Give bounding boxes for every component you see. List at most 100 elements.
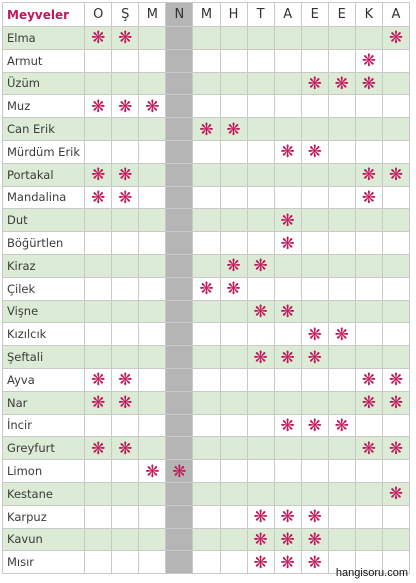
month-cell [219, 71, 248, 96]
month-cell: ❋ [84, 367, 113, 392]
month-cell: ❋ [165, 459, 194, 483]
month-cell [246, 276, 275, 301]
month-cell [84, 481, 113, 506]
month-cell [300, 231, 329, 255]
month-cell [192, 413, 221, 438]
month-cell [273, 185, 302, 210]
season-mark-icon: ❋ [334, 415, 349, 436]
month-cell [138, 527, 167, 552]
month-cell [192, 550, 221, 575]
table-row: Böğürtlen ❋ [1, 231, 411, 255]
month-header-2: Ş [111, 2, 140, 27]
season-mark-icon: ❋ [307, 142, 322, 163]
month-cell [111, 208, 140, 233]
fruit-name: Böğürtlen [1, 231, 86, 255]
month-cell: ❋ [381, 390, 411, 415]
month-cell: ❋ [300, 413, 329, 438]
month-cell [273, 253, 302, 278]
month-cell [327, 436, 356, 461]
month-cell [84, 231, 113, 255]
month-cell [246, 436, 275, 461]
month-cell [192, 253, 221, 278]
month-cell: ❋ [273, 231, 302, 255]
month-cell: ❋ [300, 527, 329, 552]
month-cell: ❋ [327, 71, 356, 96]
month-cell [138, 481, 167, 506]
season-mark-icon: ❋ [280, 233, 295, 254]
month-cell [165, 504, 194, 529]
month-cell [192, 345, 221, 369]
season-mark-icon: ❋ [91, 370, 106, 391]
month-cell [192, 231, 221, 255]
month-header-1: O [84, 2, 113, 27]
table-row: Elma ❋ ❋ ❋ [1, 26, 411, 50]
month-cell [246, 322, 275, 347]
month-cell: ❋ [381, 26, 411, 50]
season-mark-icon: ❋ [118, 165, 133, 186]
month-cell [354, 94, 383, 119]
month-cell [246, 26, 275, 50]
fruit-name: Kestane [1, 481, 86, 506]
month-cell [354, 345, 383, 369]
month-cell [219, 390, 248, 415]
month-cell [219, 162, 248, 187]
month-cell [165, 162, 194, 187]
month-cell [192, 299, 221, 324]
table-row: Karpuz ❋ ❋ ❋ [1, 504, 411, 529]
month-cell [219, 345, 248, 369]
season-mark-icon: ❋ [253, 529, 268, 550]
month-header-8: A [273, 2, 302, 27]
season-mark-icon: ❋ [253, 347, 268, 368]
month-cell [300, 117, 329, 141]
month-cell [111, 459, 140, 483]
month-cell [354, 253, 383, 278]
month-cell [381, 322, 411, 347]
month-cell: ❋ [111, 94, 140, 119]
season-mark-icon: ❋ [145, 461, 160, 482]
fruit-column-header: Meyveler [1, 2, 86, 27]
table-row: Nar ❋ ❋ ❋ ❋ [1, 390, 411, 415]
table-row: Ayva ❋ ❋ ❋ ❋ [1, 367, 411, 392]
table-row: Kızılcık ❋ ❋ [1, 322, 411, 347]
month-cell [219, 48, 248, 73]
month-cell [246, 139, 275, 164]
fruit-name: Mürdüm Erik [1, 139, 86, 164]
month-cell [84, 413, 113, 438]
month-cell [165, 276, 194, 301]
month-cell [111, 322, 140, 347]
season-mark-icon: ❋ [361, 51, 376, 72]
month-cell [219, 231, 248, 255]
table-row: İncir ❋ ❋ ❋ [1, 413, 411, 438]
fruit-name: Mısır [1, 550, 86, 575]
month-cell [381, 139, 411, 164]
month-cell [354, 504, 383, 529]
month-cell [246, 413, 275, 438]
month-cell [84, 71, 113, 96]
table-row: Muz ❋ ❋ ❋ [1, 94, 411, 119]
month-cell [327, 504, 356, 529]
month-cell [327, 208, 356, 233]
month-cell [138, 390, 167, 415]
month-cell [138, 71, 167, 96]
month-cell [300, 94, 329, 119]
table-row: Greyfurt ❋ ❋ ❋ ❋ [1, 436, 411, 461]
month-cell: ❋ [246, 299, 275, 324]
season-mark-icon: ❋ [199, 279, 214, 300]
season-mark-icon: ❋ [280, 529, 295, 550]
month-cell [354, 459, 383, 483]
table-row: Kiraz ❋ ❋ [1, 253, 411, 278]
season-mark-icon: ❋ [118, 438, 133, 459]
month-cell [273, 71, 302, 96]
month-cell [354, 413, 383, 438]
season-mark-icon: ❋ [91, 393, 106, 414]
season-mark-icon: ❋ [307, 324, 322, 345]
month-cell: ❋ [111, 162, 140, 187]
season-mark-icon: ❋ [253, 301, 268, 322]
month-cell [327, 26, 356, 50]
month-cell [219, 299, 248, 324]
fruit-name: Limon [1, 459, 86, 483]
month-cell [111, 231, 140, 255]
month-cell [354, 299, 383, 324]
month-header-5: M [192, 2, 221, 27]
